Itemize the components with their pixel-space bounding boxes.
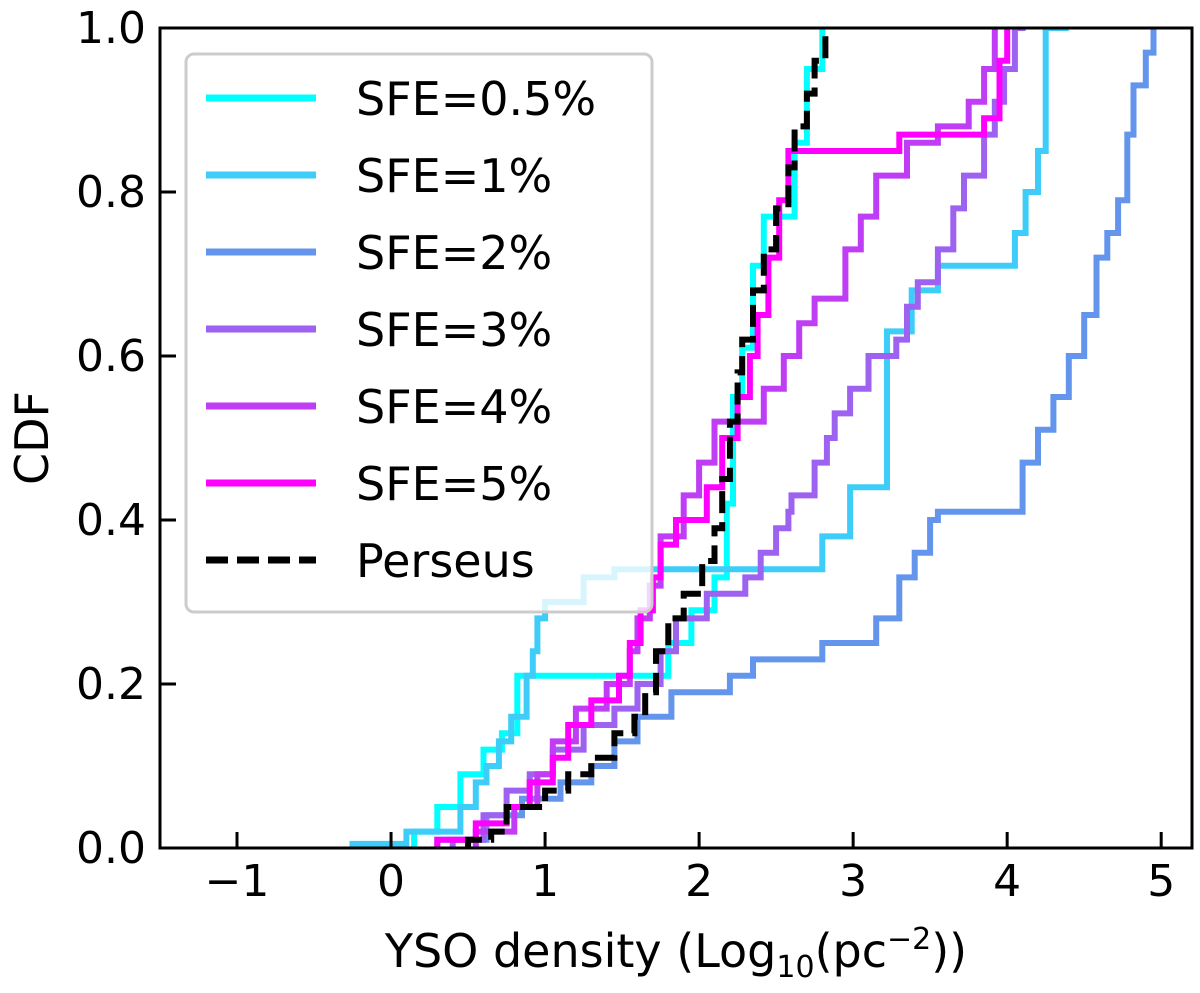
y-tick-label: 0.2 (76, 659, 146, 710)
series-line-4 (472, 28, 998, 848)
y-tick-label: 0.4 (76, 495, 146, 546)
legend-label-2: SFE=2% (356, 226, 552, 280)
legend-label-0: SFE=0.5% (356, 72, 596, 126)
series-line-5 (434, 28, 1011, 848)
x-tick-label: 4 (993, 856, 1021, 907)
y-axis-label: CDF (5, 391, 59, 485)
legend: SFE=0.5% SFE=1% SFE=2% SFE=3% SFE=4% SFE=5% Pe… (184, 52, 654, 614)
series-line-6 (465, 28, 829, 848)
y-tick-label: 0.8 (76, 167, 146, 218)
x-tick-label: 1 (531, 856, 559, 907)
x-tick-label: 2 (685, 856, 713, 907)
x-tick-label: 0 (377, 856, 405, 907)
legend-label-5: SFE=5% (356, 457, 552, 511)
x-tick-label: −1 (205, 856, 270, 907)
series-line-2 (434, 28, 1157, 848)
y-tick-label: 1.0 (76, 3, 146, 54)
x-axis-label: YSO density (Log10(pc−2)) (384, 922, 967, 985)
x-tick-label: 5 (1147, 856, 1175, 907)
legend-label-6: Perseus (356, 534, 535, 588)
x-tick-label: 3 (839, 856, 867, 907)
legend-box (184, 52, 654, 614)
x-axis-label-subscript: 10 (776, 950, 814, 985)
legend-label-4: SFE=4% (356, 380, 552, 434)
legend-label-1: SFE=1% (356, 149, 552, 203)
x-axis-label-superscript: −2 (887, 922, 931, 957)
y-tick-label: 0.6 (76, 331, 146, 382)
y-tick-label: 0.0 (76, 823, 146, 874)
legend-label-3: SFE=3% (356, 303, 552, 357)
series-layer (349, 28, 1157, 848)
ticks-layer: −1 0 1 2 3 4 5 0.0 0.2 0.4 0.6 0.8 1.0 (76, 3, 1175, 907)
series-line-3 (449, 28, 1026, 848)
axes-frame (158, 26, 1194, 850)
